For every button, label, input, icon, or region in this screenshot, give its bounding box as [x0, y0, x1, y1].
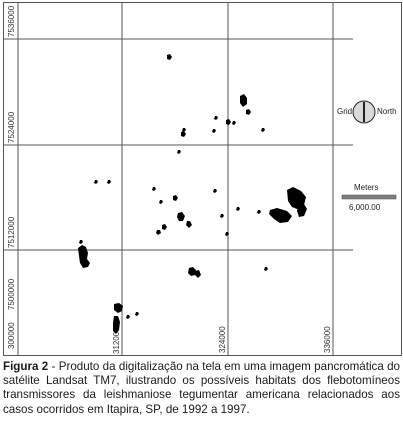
grid-label-northing: 7524000	[7, 111, 16, 143]
grid-label-easting: 324000	[218, 326, 227, 353]
habitat-patch	[261, 128, 265, 132]
habitat-patch	[212, 129, 216, 133]
map-frame	[3, 2, 402, 356]
figure-caption: Figura 2 - Produto da digitalização na t…	[3, 360, 400, 417]
north-arrow-grid-label: Grid	[337, 107, 352, 116]
habitat-patch	[213, 189, 217, 193]
habitat-patch	[226, 119, 231, 125]
habitat-patch	[114, 303, 123, 313]
habitat-patch	[257, 210, 261, 214]
habitat-patch	[232, 121, 236, 125]
scale-bar-value: 6,000.00	[349, 203, 381, 212]
coordinate-grid	[3, 3, 353, 355]
habitat-patch	[135, 312, 139, 316]
habitat-patch	[220, 214, 224, 218]
habitat-patch	[240, 94, 247, 107]
grid-label-easting: 312000	[112, 327, 121, 354]
figure-caption-label: Figura 2	[3, 360, 49, 373]
habitat-patch	[287, 187, 306, 209]
habitat-patch	[159, 200, 163, 204]
habitat-patches	[78, 54, 307, 334]
habitat-patch	[126, 315, 130, 319]
habitat-patch	[195, 270, 201, 278]
habitat-patch	[186, 221, 192, 228]
habitat-patch	[225, 232, 229, 236]
habitat-patch	[162, 224, 167, 230]
habitat-patch	[177, 150, 181, 154]
habitat-patch	[177, 212, 185, 221]
grid-label-northing: 7512000	[7, 216, 16, 248]
habitat-patch	[173, 195, 178, 201]
habitat-patch	[113, 316, 120, 334]
habitat-patch	[152, 187, 156, 191]
habitat-patch	[94, 180, 98, 184]
habitat-patch	[214, 116, 218, 120]
grid-label-northing: 7500000	[7, 278, 16, 310]
habitat-patch	[182, 128, 186, 132]
habitat-patch	[246, 109, 251, 115]
habitat-patch	[188, 267, 196, 276]
north-arrow: Grid North	[337, 100, 397, 124]
grid-label-easting: 336000	[323, 326, 332, 353]
grid-label-easting: 300000	[7, 322, 16, 349]
habitat-patch	[297, 204, 307, 217]
habitat-patch	[79, 240, 83, 244]
map-figure: 300000 312000 324000 336000 7536000 7524…	[3, 2, 402, 356]
habitat-patch	[107, 180, 111, 184]
habitat-patch	[156, 230, 161, 235]
figure-caption-text: - Produto da digitalização na tela em um…	[3, 360, 400, 416]
habitat-patch	[236, 207, 240, 211]
habitat-patch	[167, 54, 172, 60]
scale-bar: Meters 6,000.00	[341, 183, 397, 212]
north-arrow-north-label: North	[377, 107, 397, 116]
scale-bar-line	[341, 194, 397, 200]
grid-label-northing: 7536000	[7, 5, 16, 37]
scale-bar-title: Meters	[354, 183, 378, 192]
habitat-patch	[78, 245, 90, 268]
habitat-patch	[264, 267, 268, 271]
habitat-patch	[269, 208, 292, 223]
habitat-patch	[181, 131, 186, 137]
